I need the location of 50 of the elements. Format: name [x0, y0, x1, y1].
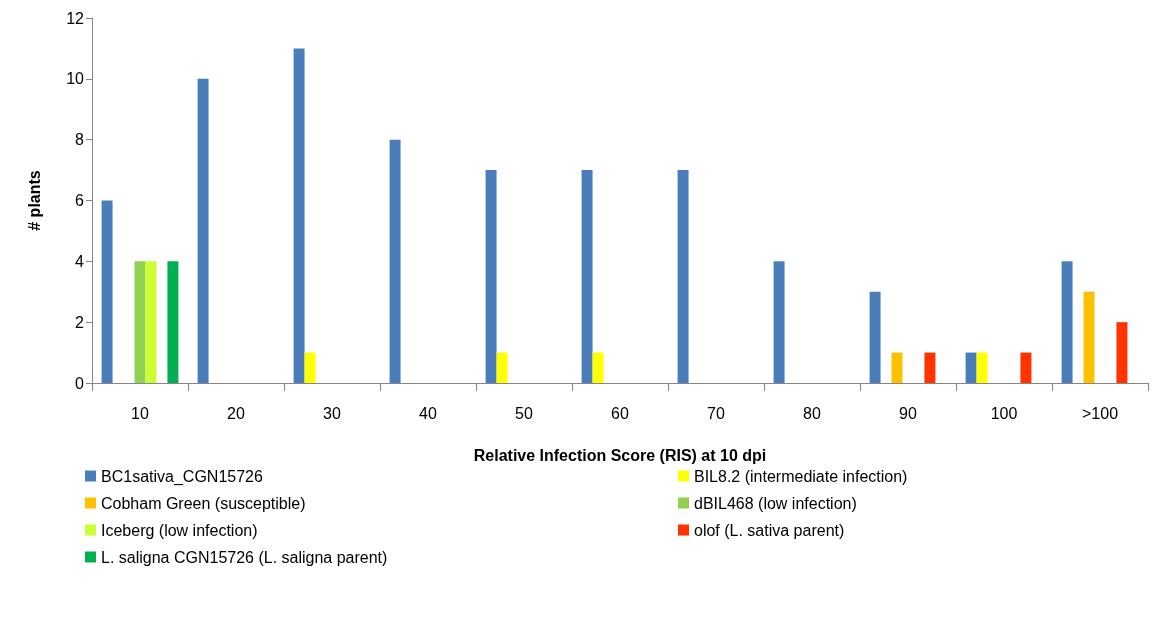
legend-label: L. saligna CGN15726 (L. saligna parent) [101, 548, 388, 566]
legend-label: olof (L. sativa parent) [694, 521, 845, 539]
x-axis-title: Relative Infection Score (RIS) at 10 dpi [473, 446, 767, 464]
x-tick-label: >100 [1081, 404, 1119, 422]
x-tick-label: 70 [707, 404, 725, 422]
bar [293, 48, 305, 383]
x-tick-label: 90 [899, 404, 917, 422]
x-tick-label: 30 [323, 404, 341, 422]
legend-label: Cobham Green (susceptible) [101, 494, 306, 512]
bar [167, 261, 179, 383]
bar [1061, 261, 1073, 383]
y-tick-label: 4 [75, 252, 85, 270]
bar [965, 352, 977, 383]
legend-label: BIL8.2 (intermediate infection) [694, 467, 908, 485]
bar [891, 352, 903, 383]
bar [197, 78, 209, 383]
x-tick-label: 100 [990, 404, 1018, 422]
y-tick-label: 8 [75, 131, 85, 149]
x-tick-label: 10 [131, 404, 149, 422]
y-tick-label: 0 [75, 374, 85, 392]
legend-label: BC1sativa_CGN15726 [101, 467, 263, 486]
bar [389, 139, 401, 383]
y-tick-label: 10 [66, 70, 85, 88]
y-tick-label: 12 [66, 9, 85, 27]
bar [1116, 322, 1128, 383]
x-tick-label: 60 [611, 404, 629, 422]
bar [976, 352, 988, 383]
bar [592, 352, 604, 383]
y-tick-label: 2 [75, 313, 85, 331]
y-tick-label: 6 [75, 192, 85, 209]
x-tick-label: 50 [515, 404, 533, 422]
bar [145, 261, 157, 383]
bar [581, 170, 593, 383]
bar [869, 291, 881, 383]
legend-label: dBIL468 (low infection) [694, 494, 857, 512]
x-tick-label: 80 [803, 404, 821, 422]
legend-label: Iceberg (low infection) [101, 521, 258, 539]
bar [496, 352, 508, 383]
y-axis-title: # plants [25, 170, 43, 231]
x-tick-label: 40 [419, 404, 437, 422]
bar [677, 170, 689, 383]
bar [773, 261, 785, 383]
bar [101, 200, 113, 383]
bar [134, 261, 146, 383]
x-tick-label: 20 [227, 404, 245, 422]
bar [304, 352, 316, 383]
bar [485, 170, 497, 383]
bar [1083, 291, 1095, 383]
bar [924, 352, 936, 383]
bar [1020, 352, 1032, 383]
